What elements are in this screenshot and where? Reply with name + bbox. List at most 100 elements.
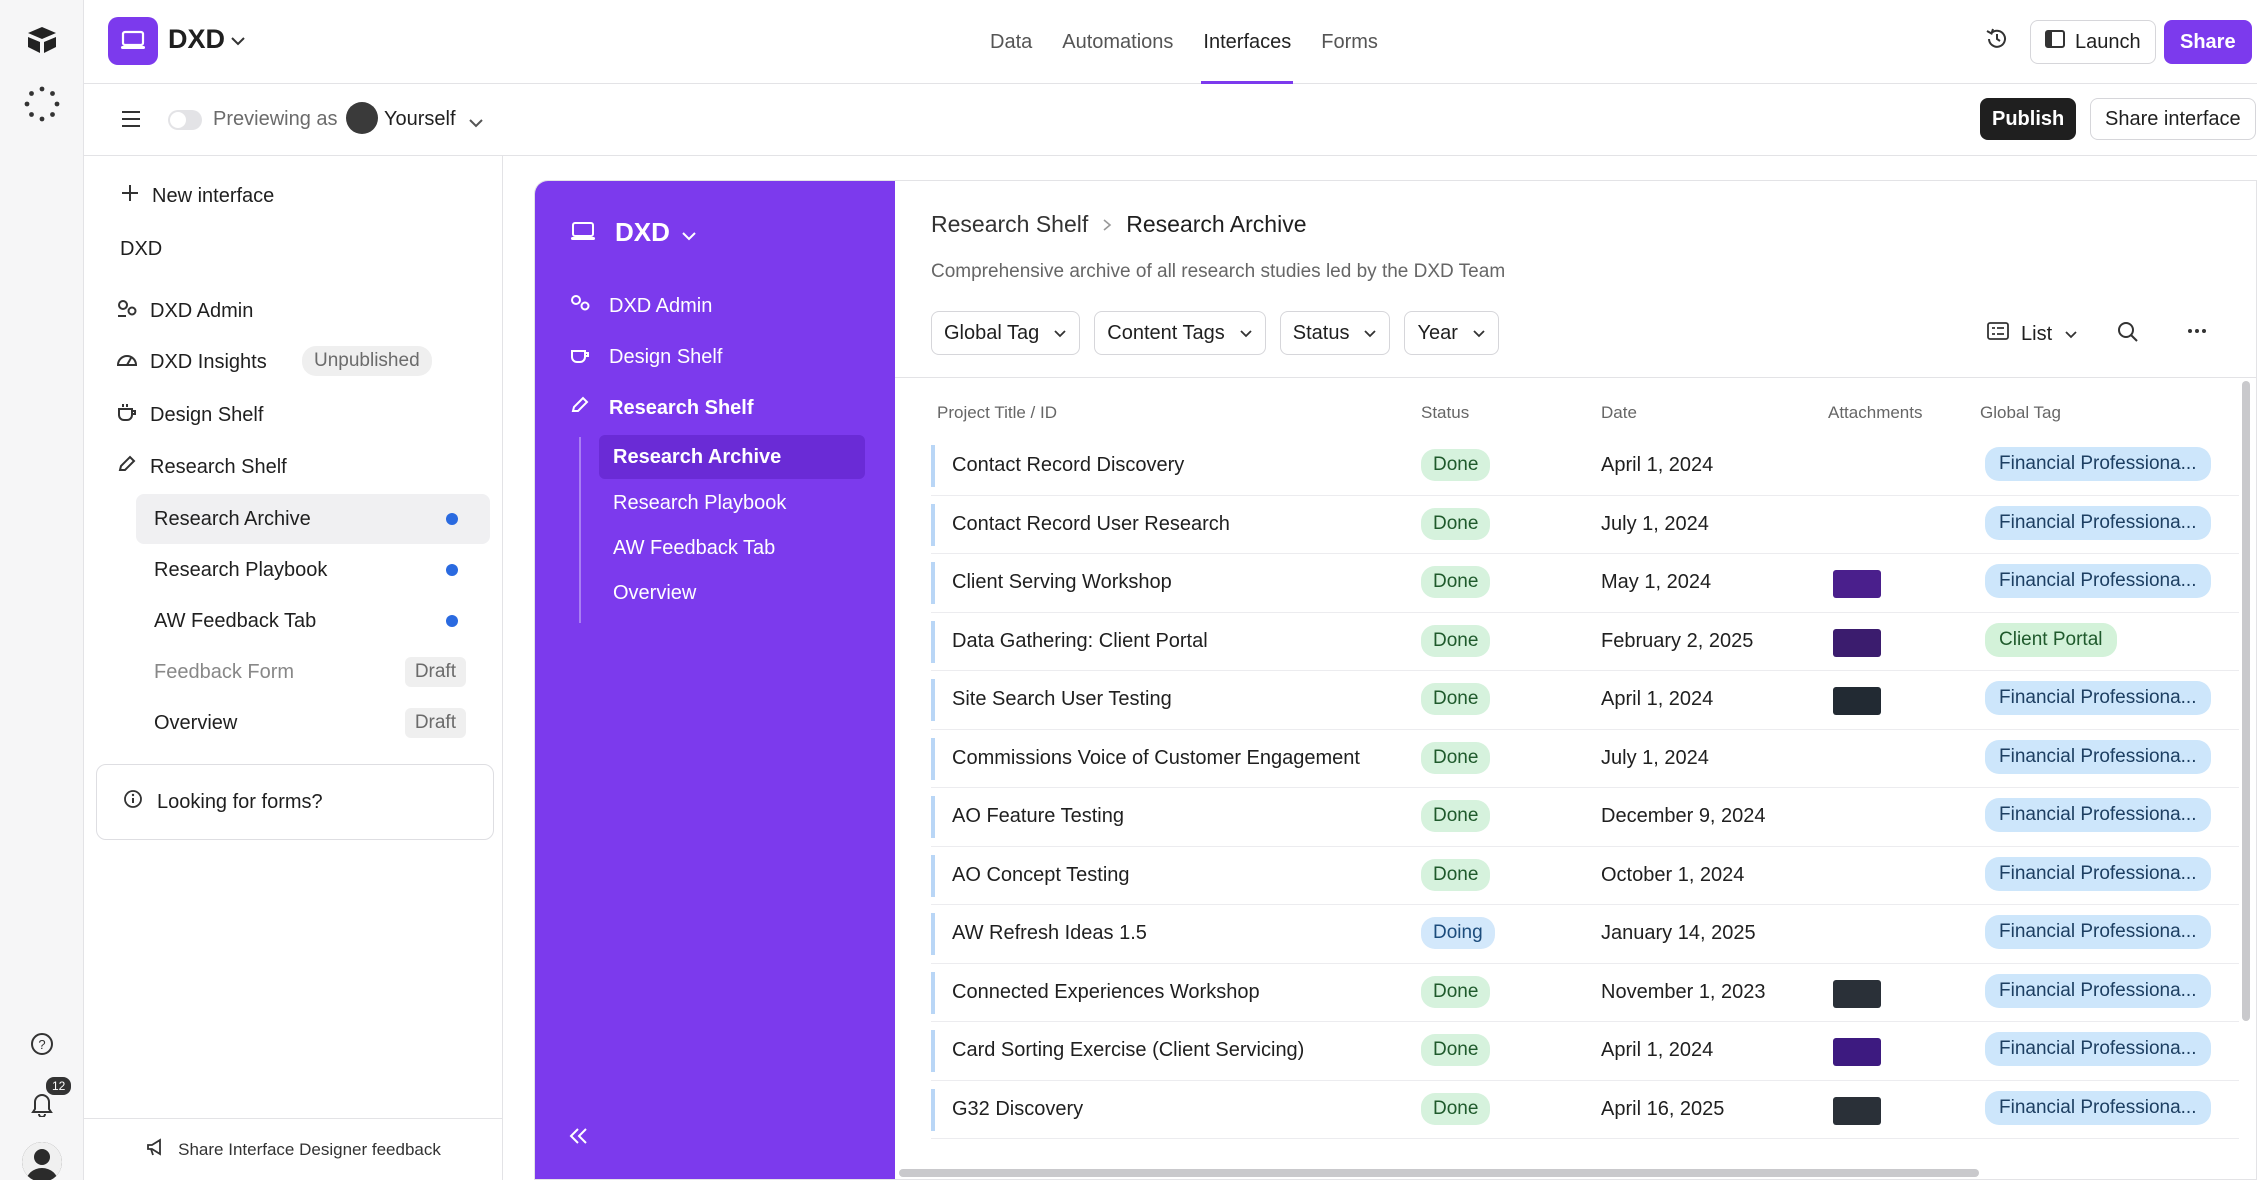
coffee-cup-icon: [116, 402, 138, 428]
project-title-cell[interactable]: AW Refresh Ideas 1.5: [952, 922, 1147, 944]
horizontal-scrollbar[interactable]: [899, 1169, 1979, 1177]
share-feedback-link[interactable]: Share Interface Designer feedback: [84, 1118, 503, 1180]
project-title-cell[interactable]: AO Concept Testing: [952, 863, 1130, 886]
share-button[interactable]: Share: [2164, 20, 2252, 64]
project-title-cell[interactable]: AO Feature Testing: [952, 805, 1124, 827]
history-icon[interactable]: [1984, 26, 2010, 58]
breadcrumb-parent[interactable]: Research Shelf: [931, 211, 1089, 237]
preview-user-name[interactable]: Yourself: [384, 108, 456, 130]
sidebar-subitem-overview[interactable]: Overview Draft: [136, 698, 490, 748]
table-row[interactable]: Card Sorting Exercise (Client Servicing)…: [931, 1022, 2239, 1081]
project-title-cell[interactable]: Commissions Voice of Customer Engagement: [952, 746, 1360, 769]
preview-subnav-research-playbook[interactable]: Research Playbook: [613, 491, 787, 514]
app-logo-icon[interactable]: [108, 17, 158, 65]
table-row[interactable]: Commissions Voice of Customer Engagement…: [931, 730, 2239, 788]
preview-toggle[interactable]: [168, 110, 202, 130]
preview-app-chevron-down-icon[interactable]: [681, 225, 697, 248]
sidebar-item-dxd-admin[interactable]: DXD Admin: [116, 298, 253, 324]
sidebar-subitem-research-playbook[interactable]: Research Playbook: [136, 545, 490, 595]
menu-icon[interactable]: [120, 110, 142, 134]
column-header-date[interactable]: Date: [1601, 403, 1637, 422]
project-title-cell[interactable]: Connected Experiences Workshop: [952, 980, 1260, 1003]
preview-nav-design-shelf[interactable]: Design Shelf: [569, 344, 722, 370]
launch-button[interactable]: Launch: [2030, 20, 2156, 64]
vertical-scrollbar[interactable]: [2242, 381, 2250, 1021]
row-accent-bar: [931, 562, 935, 604]
table-row[interactable]: Data Gathering: Client Portal Done Februar…: [931, 613, 2239, 671]
project-title-cell[interactable]: Data Gathering: Client Portal: [952, 629, 1208, 652]
tab-automations[interactable]: Automations: [1062, 31, 1174, 53]
preview-nav-research-shelf[interactable]: Research Shelf: [569, 395, 754, 421]
preview-subnav-overview[interactable]: Overview: [613, 581, 697, 604]
table-row[interactable]: Site Search User Testing Done April 1, 202…: [931, 671, 2239, 730]
tab-interfaces[interactable]: Interfaces: [1201, 0, 1294, 84]
status-badge: Done: [1421, 566, 1491, 598]
help-icon[interactable]: ?: [22, 1024, 62, 1064]
project-title-cell[interactable]: Site Search User Testing: [952, 688, 1172, 710]
table-row[interactable]: AW Refresh Ideas 1.5 Doing January 14, 202…: [931, 905, 2239, 964]
filter-global-tag[interactable]: Global Tag: [931, 311, 1081, 355]
attachment-thumbnail[interactable]: [1833, 1038, 1881, 1066]
table-row[interactable]: Contact Record User Research Done July 1, …: [931, 496, 2239, 554]
global-tag-pill: Financial Professiona...: [1985, 681, 2211, 715]
tab-data[interactable]: Data: [990, 31, 1033, 53]
table-row[interactable]: Client Serving Workshop Done May 1, 2024 Fi…: [931, 554, 2239, 613]
breadcrumb-current: Research Archive: [1126, 211, 1307, 237]
app-name[interactable]: DXD: [168, 24, 226, 54]
preview-subnav-research-archive[interactable]: Research Archive: [599, 435, 865, 479]
attachment-thumbnail[interactable]: [1833, 570, 1881, 598]
project-title-cell[interactable]: G32 Discovery: [952, 1097, 1084, 1120]
sidebar-item-research-shelf[interactable]: Research Shelf: [116, 454, 287, 480]
project-title-cell[interactable]: Contact Record User Research: [952, 512, 1230, 535]
filter-content-tags[interactable]: Content Tags: [1094, 311, 1266, 355]
preview-app-title[interactable]: DXD: [615, 217, 670, 247]
sidebar-item-design-shelf[interactable]: Design Shelf: [116, 402, 263, 428]
sidebar-subitem-feedback-form[interactable]: Feedback Form Draft: [136, 647, 490, 697]
table-row[interactable]: Connected Experiences Workshop Done Novemb…: [931, 964, 2239, 1022]
looking-for-forms-card[interactable]: Looking for forms?: [96, 764, 494, 840]
filter-status[interactable]: Status: [1279, 311, 1391, 355]
app-menu-chevron-down-icon[interactable]: [230, 30, 246, 53]
row-accent-bar: [931, 796, 935, 838]
notifications-bell-icon[interactable]: [22, 1084, 62, 1124]
column-header-global-tag[interactable]: Global Tag: [1980, 403, 2061, 422]
account-avatar[interactable]: [22, 1142, 62, 1180]
preview-subnav-aw-feedback-tab[interactable]: AW Feedback Tab: [613, 536, 776, 559]
column-header-title[interactable]: Project Title / ID: [937, 403, 1057, 422]
preview-nav-dxd-admin[interactable]: DXD Admin: [569, 293, 712, 319]
attachment-thumbnail[interactable]: [1833, 1096, 1881, 1125]
attachment-thumbnail[interactable]: [1833, 628, 1881, 657]
tab-forms[interactable]: Forms: [1321, 31, 1378, 53]
collapse-sidebar-icon[interactable]: [569, 1127, 589, 1151]
preview-user-chevron-down-icon[interactable]: [468, 112, 484, 135]
view-switcher[interactable]: List: [1987, 321, 2078, 347]
status-badge: Doing: [1421, 917, 1495, 949]
project-title-cell[interactable]: Client Serving Workshop: [952, 571, 1172, 593]
sidebar-subitem-aw-feedback-tab[interactable]: AW Feedback Tab: [136, 596, 490, 646]
sidebar-item-dxd-insights[interactable]: DXD Insights: [116, 350, 267, 374]
attachment-thumbnail[interactable]: [1833, 687, 1881, 715]
filter-label: Status: [1292, 321, 1350, 344]
status-badge: Done: [1421, 624, 1491, 657]
table-row[interactable]: AO Feature Testing Done December 9, 2024 Fi…: [931, 788, 2239, 847]
share-interface-button[interactable]: Share interface: [2090, 98, 2256, 140]
table-row[interactable]: AO Concept Testing Done October 1, 2024 Fin…: [931, 847, 2239, 905]
project-title-cell[interactable]: Card Sorting Exercise (Client Servicing): [952, 1039, 1305, 1061]
more-options-icon[interactable]: [2187, 321, 2207, 347]
column-header-status[interactable]: Status: [1421, 403, 1470, 422]
publish-button[interactable]: Publish: [1980, 98, 2077, 140]
filter-year[interactable]: Year: [1404, 311, 1499, 355]
column-header-attachments[interactable]: Attachments: [1828, 403, 1923, 422]
workspace-icon[interactable]: [22, 84, 62, 124]
attachment-thumbnail[interactable]: [1833, 979, 1881, 1008]
sidebar-subitem-research-archive[interactable]: Research Archive: [136, 494, 490, 544]
new-interface-button[interactable]: New interface: [120, 183, 274, 209]
chevron-down-icon: [2064, 323, 2078, 346]
row-accent-bar: [931, 737, 935, 780]
project-title-cell[interactable]: Contact Record Discovery: [952, 454, 1185, 476]
row-accent-bar: [931, 1030, 935, 1072]
home-logo-icon[interactable]: [22, 20, 62, 60]
table-row[interactable]: Contact Record Discovery Done April 1, 202…: [931, 437, 2239, 496]
table-row[interactable]: G32 Discovery Done April 16, 2025 Financial…: [931, 1081, 2239, 1139]
search-icon[interactable]: [2117, 321, 2139, 349]
